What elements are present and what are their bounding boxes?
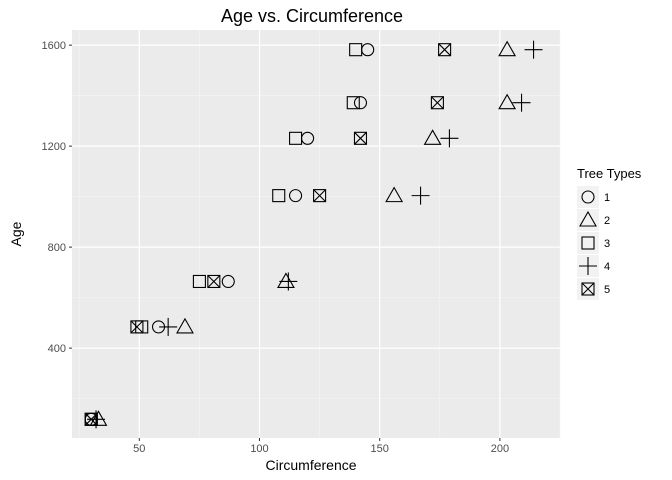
data-point-series-5 — [313, 189, 327, 203]
y-axis-title: Age — [8, 221, 24, 246]
data-point-series-4 — [440, 129, 459, 148]
data-point-series-2 — [498, 40, 517, 57]
data-point-series-4 — [279, 272, 298, 291]
data-point-series-2 — [277, 272, 295, 289]
x-tick-label: 50 — [133, 443, 145, 455]
legend-key-square-x — [581, 282, 595, 296]
legend-key-triangle — [579, 210, 597, 227]
data-point-series-3 — [349, 43, 363, 57]
x-axis-title: Circumference — [265, 457, 356, 473]
data-point-series-3 — [346, 96, 360, 110]
x-tick-label: 200 — [491, 443, 509, 455]
legend-label: 4 — [604, 261, 610, 273]
y-tick-label: 1200 — [42, 141, 66, 153]
data-points — [84, 40, 543, 429]
legend-key-background — [577, 232, 599, 254]
data-point-series-3 — [192, 274, 206, 289]
chart-title: Age vs. Circumference — [221, 6, 403, 26]
legend-label: 5 — [604, 284, 610, 296]
legend-label: 3 — [604, 238, 610, 250]
data-point-series-4 — [159, 317, 178, 336]
x-tick-label: 100 — [250, 443, 268, 455]
data-point-series-1 — [221, 274, 235, 289]
y-tick-label: 400 — [48, 343, 66, 355]
data-point-series-2 — [385, 186, 404, 203]
x-tick-label: 150 — [371, 443, 389, 455]
legend-key-background — [577, 186, 599, 208]
data-point-series-4 — [524, 40, 543, 59]
data-point-series-5 — [207, 274, 221, 289]
legend-key-plus — [579, 257, 597, 275]
data-point-series-2 — [176, 317, 194, 334]
data-point-series-1 — [289, 189, 303, 203]
data-point-series-5 — [84, 412, 98, 426]
axis-ticks: 50 100 150 200 400 800 1200 1600 — [42, 40, 510, 455]
legend-key-square — [581, 236, 595, 250]
y-tick-label: 1600 — [42, 40, 66, 52]
plot-panel — [72, 30, 560, 438]
data-point-series-2 — [423, 129, 442, 145]
data-point-series-1 — [353, 96, 368, 110]
y-tick-label: 800 — [48, 242, 66, 254]
data-point-series-5 — [130, 320, 144, 334]
grid-lines — [72, 30, 561, 438]
data-point-series-3 — [272, 189, 286, 203]
data-point-series-5 — [353, 131, 368, 145]
data-point-series-5 — [430, 96, 444, 110]
legend-title: Tree Types — [577, 166, 642, 181]
data-point-series-2 — [89, 410, 108, 426]
legend-label: 1 — [604, 192, 610, 204]
legend: Tree Types 1 2 3 4 5 — [577, 166, 642, 300]
data-point-series-5 — [438, 43, 452, 57]
data-point-series-4 — [512, 93, 531, 112]
legend-label: 2 — [604, 215, 610, 227]
data-point-series-3 — [289, 131, 303, 145]
legend-key-circle — [581, 190, 595, 204]
data-point-series-2 — [498, 93, 517, 110]
data-point-series-4 — [411, 186, 430, 205]
